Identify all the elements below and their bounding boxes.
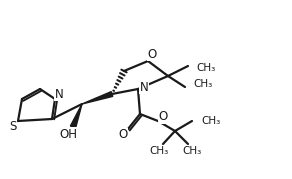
Text: O: O [147,47,157,61]
Polygon shape [70,104,82,128]
Text: N: N [55,88,63,100]
Text: N: N [140,81,148,93]
Text: OH: OH [59,127,77,141]
Text: CH₃: CH₃ [150,146,168,156]
Text: O: O [158,110,168,124]
Text: CH₃: CH₃ [201,116,220,126]
Polygon shape [82,92,113,104]
Text: CH₃: CH₃ [193,79,212,89]
Text: CH₃: CH₃ [182,146,201,156]
Text: CH₃: CH₃ [196,63,215,73]
Text: S: S [9,120,17,132]
Text: O: O [118,129,128,142]
